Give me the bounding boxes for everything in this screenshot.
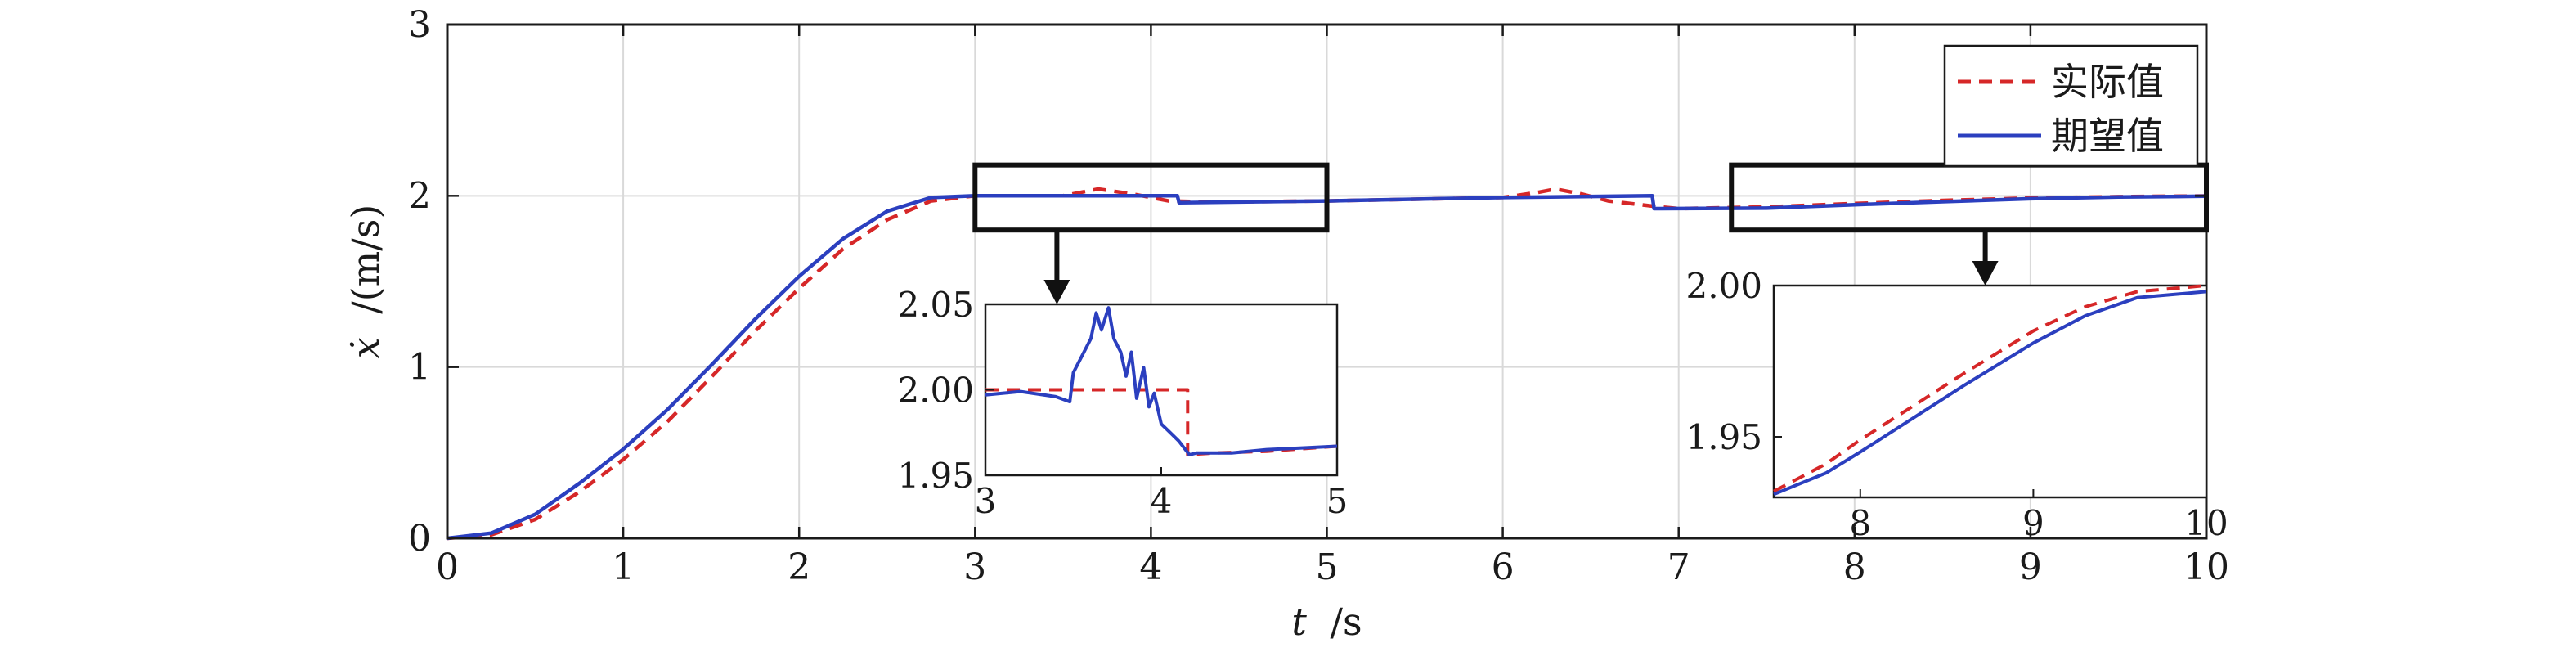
y-tick-label: 3 [408,4,431,46]
inset-series-desired [1773,290,2207,497]
inset-x-tick-label: 8 [1849,503,1871,543]
x-tick-label: 4 [1139,546,1162,588]
x-tick-label: 8 [1843,546,1866,588]
inset-series-desired [985,306,1338,456]
inset-plot: 8 9 10 1.95 2.00 [1685,266,2228,543]
x-tick-label: 6 [1492,546,1515,588]
inset-y-tick-label: 2.00 [897,371,974,411]
y-axis-label: ẋ /(m/s) [343,205,388,359]
inset-x-tick-label: 4 [1151,481,1173,521]
inset-x-tick-label: 5 [1326,481,1349,521]
inset-plot: 3 4 5 1.95 2.00 2.05 [897,285,1348,521]
x-tick-label: 2 [788,546,810,588]
x-tick-label: 0 [436,546,459,588]
y-tick-label: 2 [408,175,431,217]
legend: 实际值 期望值 [1943,44,2199,168]
x-axis-unit: /s [1331,600,1362,644]
inset-y-tick-label: 2.00 [1685,266,1762,306]
main-series-layer [447,187,2207,541]
inset-x-tick-label: 3 [975,481,997,521]
main-ticks: 0 1 2 3 4 5 6 7 8 9 10 0 1 2 3 [408,4,2229,588]
x-tick-label: 1 [612,546,635,588]
legend-label-actual: 实际值 [2051,60,2164,104]
inset-y-tick-label: 2.05 [897,285,974,325]
inset-plots: 3 4 5 1.95 2.00 2.05 8 9 10 1.95 2.00 [897,266,2228,543]
x-tick-label: 9 [2019,546,2042,588]
x-axis-var: t [1291,600,1307,644]
y-tick-label: 0 [408,518,431,560]
x-tick-label: 3 [963,546,986,588]
x-tick-label: 10 [2183,546,2229,588]
inset-x-tick-label: 10 [2184,503,2228,543]
series-desired-line [447,194,2207,541]
x-tick-label: 5 [1316,546,1339,588]
inset-y-tick-label: 1.95 [897,456,974,496]
inset-x-tick-label: 9 [2022,503,2044,543]
zoom-rectangle [972,162,1330,233]
legend-label-desired: 期望值 [2051,114,2164,158]
y-axis-unit: /(m/s) [343,205,388,314]
x-tick-label: 7 [1667,546,1690,588]
zoom-arrow-head [1043,280,1070,304]
y-tick-label: 1 [408,347,431,389]
inset-series-actual [1773,284,2207,493]
x-axis-label: t /s [1291,600,1362,644]
zoom-arrow-head [1972,261,1999,286]
legend-box [1943,44,2199,168]
y-axis-var: ẋ [343,337,388,358]
inset-y-tick-label: 1.95 [1685,417,1762,457]
